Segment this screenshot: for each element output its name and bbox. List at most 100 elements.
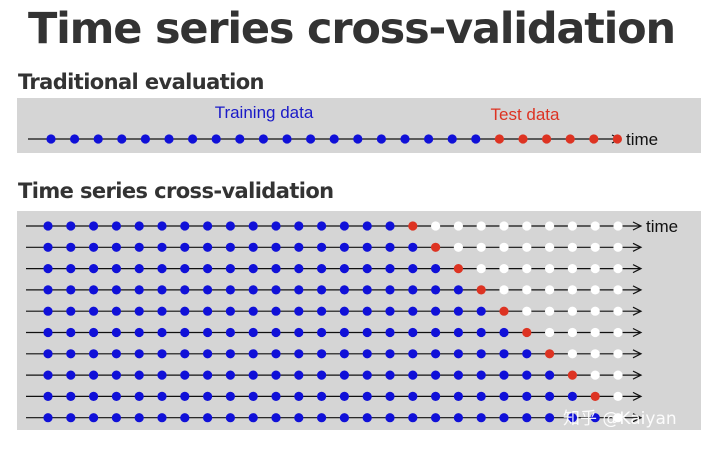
unused-point: [567, 349, 578, 359]
training-point: [317, 413, 327, 423]
unused-point: [567, 285, 578, 295]
cv-row: [26, 327, 643, 338]
training-point: [294, 391, 304, 401]
training-point: [93, 134, 103, 144]
training-point: [248, 264, 258, 274]
training-point: [211, 134, 221, 144]
training-point: [522, 413, 532, 423]
training-point: [157, 349, 167, 359]
unused-point: [476, 242, 486, 252]
unused-point: [476, 264, 486, 274]
training-point: [317, 327, 327, 338]
training-point: [317, 221, 327, 231]
training-point: [408, 327, 418, 338]
training-point: [134, 327, 144, 338]
unused-point: [613, 391, 623, 401]
training-point: [408, 391, 418, 401]
training-point: [424, 134, 434, 144]
arrow-head-icon: [632, 285, 643, 295]
training-point: [431, 370, 441, 380]
training-point: [203, 221, 213, 231]
arrow-head-icon: [632, 391, 643, 401]
training-point: [70, 134, 80, 144]
training-point: [431, 285, 441, 295]
training-point: [499, 413, 509, 423]
unused-point: [499, 242, 509, 252]
training-point: [271, 242, 281, 252]
training-data-label: Training data: [215, 103, 314, 122]
training-point: [339, 349, 349, 359]
test-point: [612, 134, 623, 144]
training-point: [447, 134, 457, 144]
training-point: [476, 413, 486, 423]
training-point: [362, 242, 372, 252]
training-point: [294, 242, 304, 252]
training-point: [567, 391, 578, 401]
unused-point: [522, 242, 532, 252]
training-point: [203, 285, 213, 295]
training-point: [203, 306, 213, 316]
training-point: [225, 264, 235, 274]
test-point: [567, 370, 578, 380]
training-point: [225, 221, 235, 231]
training-point: [408, 285, 418, 295]
unused-point: [522, 221, 532, 231]
training-point: [111, 306, 121, 316]
cv-row: [26, 391, 643, 401]
training-point: [408, 413, 418, 423]
training-point: [203, 370, 213, 380]
training-point: [499, 370, 509, 380]
training-point: [89, 370, 99, 380]
unused-point: [590, 306, 600, 316]
arrow-head-icon: [632, 413, 643, 423]
training-point: [157, 413, 167, 423]
training-point: [111, 242, 121, 252]
training-point: [362, 327, 372, 338]
training-point: [225, 413, 235, 423]
training-point: [248, 413, 258, 423]
training-point: [499, 349, 509, 359]
training-point: [476, 370, 486, 380]
training-point: [225, 391, 235, 401]
training-point: [499, 327, 509, 338]
unused-point: [522, 285, 532, 295]
training-point: [180, 391, 190, 401]
training-point: [385, 391, 395, 401]
training-point: [431, 349, 441, 359]
training-point: [164, 134, 174, 144]
training-point: [339, 391, 349, 401]
training-point: [339, 221, 349, 231]
training-point: [476, 349, 486, 359]
training-point: [362, 413, 372, 423]
training-point: [248, 285, 258, 295]
training-point: [203, 391, 213, 401]
unused-point: [590, 242, 600, 252]
training-point: [89, 327, 99, 338]
training-point: [225, 370, 235, 380]
training-point: [66, 370, 76, 380]
training-point: [66, 306, 76, 316]
unused-point: [613, 327, 623, 338]
cv-row: [26, 264, 643, 274]
training-point: [294, 370, 304, 380]
training-point: [111, 285, 121, 295]
training-point: [353, 134, 363, 144]
training-point: [248, 349, 258, 359]
test-point: [518, 134, 528, 144]
training-point: [89, 306, 99, 316]
training-point: [43, 285, 53, 295]
training-point: [89, 264, 99, 274]
cv-row: [26, 285, 643, 295]
unused-point: [613, 285, 623, 295]
training-point: [43, 242, 53, 252]
test-point: [545, 349, 555, 359]
training-point: [43, 327, 53, 338]
training-point: [111, 413, 121, 423]
cv-row: [26, 349, 643, 359]
training-point: [339, 264, 349, 274]
training-point: [66, 327, 76, 338]
unused-point: [522, 264, 532, 274]
training-point: [306, 134, 316, 144]
training-point: [203, 264, 213, 274]
test-point: [494, 134, 504, 144]
